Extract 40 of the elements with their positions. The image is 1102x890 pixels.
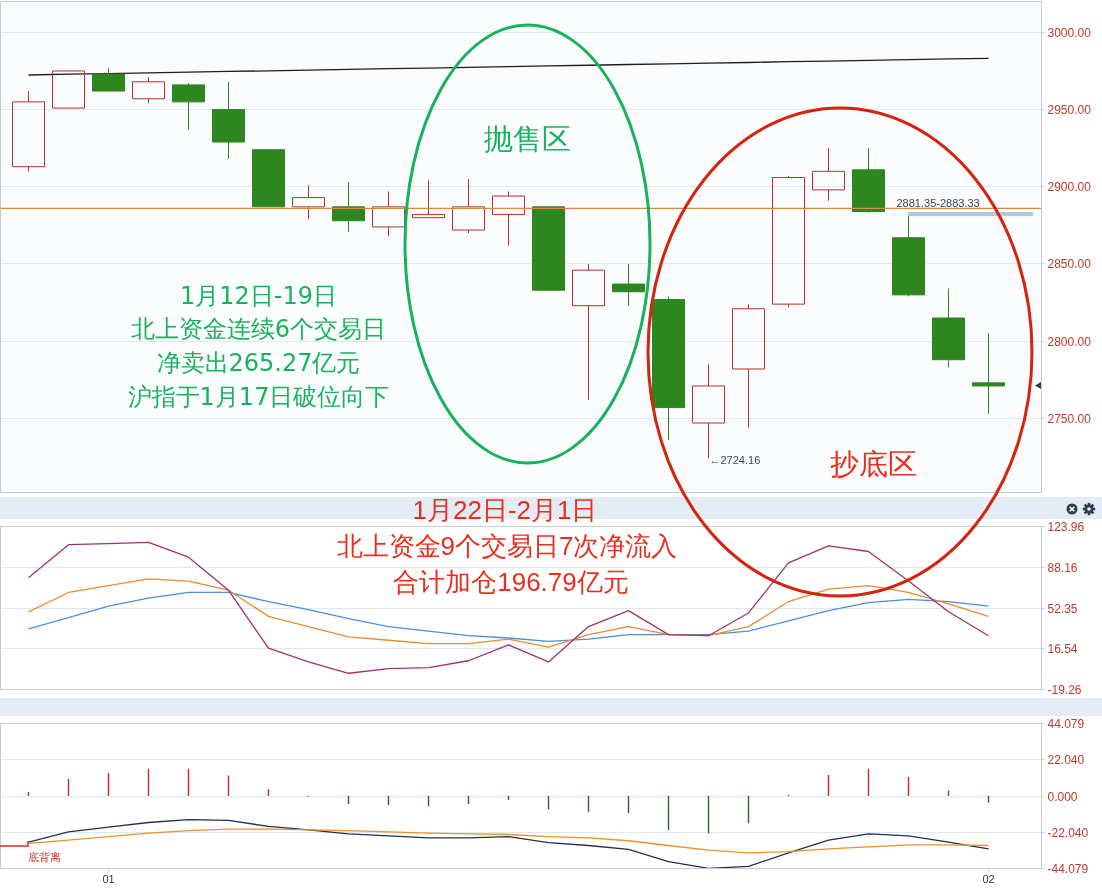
y-tick-label: 123.96 — [1047, 520, 1085, 534]
annotation: 抛售区 — [484, 121, 571, 156]
candlestick — [572, 263, 605, 401]
y-tick-label: 52.35 — [1047, 601, 1078, 616]
annotation: 沪指于1月17日破位向下 — [127, 382, 390, 411]
y-tick-label: 44.079 — [1047, 717, 1085, 731]
y-tick-label: 3000.00 — [1047, 25, 1092, 40]
candlestick — [852, 147, 885, 212]
candlestick — [332, 181, 365, 233]
annotation: 底背离 — [28, 851, 61, 864]
y-tick-label: 16.54 — [1047, 642, 1078, 657]
annotation: 净卖出265.27亿元 — [156, 348, 361, 377]
x-tick-label: 01 — [102, 872, 115, 885]
line-series — [27, 57, 990, 76]
y-tick-label: 2800.00 — [1047, 334, 1092, 349]
annotation: 1月12日-19日 — [180, 281, 338, 310]
annotation: 北上资金9个交易日7次净流入 — [336, 531, 678, 561]
x-tick-label: 02 — [982, 872, 995, 885]
y-tick-label: 2750.00 — [1047, 411, 1092, 426]
y-tick-label: 2900.00 — [1047, 180, 1092, 195]
candlestick — [652, 295, 685, 441]
y-tick-label: -44.079 — [1047, 862, 1089, 876]
y-tick-label: -22.040 — [1047, 825, 1089, 840]
annotation: 北上资金连续6个交易日 — [130, 314, 387, 343]
annotation: ←2724.16 — [709, 453, 761, 466]
candlestick — [812, 147, 845, 202]
candlestick — [972, 332, 1005, 415]
y-tick-label: 2850.00 — [1047, 257, 1092, 272]
y-tick-label: 0.000 — [1047, 789, 1078, 804]
candlestick — [612, 263, 645, 307]
annotation: 合计加仓196.79亿元 — [393, 567, 629, 597]
band-label: 2881.35-2883.33 — [896, 196, 980, 209]
line-series — [27, 819, 990, 869]
y-tick-label: 88.16 — [1047, 560, 1078, 575]
y-tick-label: -19.26 — [1047, 683, 1082, 697]
y-tick-label: 22.040 — [1047, 753, 1085, 768]
candlestick — [212, 81, 245, 160]
text: 1月22日-2月1日 — [412, 495, 598, 525]
annotation: 抄底区 — [830, 446, 917, 481]
y-tick-label: 2950.00 — [1047, 103, 1092, 118]
